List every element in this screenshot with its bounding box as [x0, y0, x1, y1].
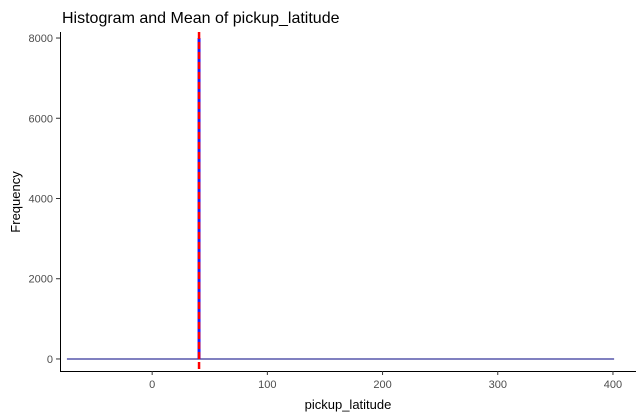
x-tick-label: 300	[489, 379, 507, 391]
x-axis-title: pickup_latitude	[305, 397, 392, 412]
x-tick-label: 100	[258, 379, 276, 391]
plot-area	[66, 32, 615, 371]
y-axis-ticks: 0 2000 4000 6000 8000	[29, 33, 60, 366]
y-axis-title: Frequency	[8, 171, 23, 233]
y-tick-label: 4000	[29, 193, 53, 205]
chart-title: Histogram and Mean of pickup_latitude	[62, 10, 340, 27]
x-axis-ticks: 0 100 200 300 400	[149, 371, 622, 391]
x-tick-label: 200	[373, 379, 391, 391]
y-tick-label: 0	[47, 354, 53, 366]
x-tick-label: 400	[604, 379, 622, 391]
y-tick-label: 6000	[29, 113, 53, 125]
y-tick-label: 8000	[29, 33, 53, 45]
x-tick-label: 0	[149, 379, 155, 391]
y-tick-label: 2000	[29, 274, 53, 286]
